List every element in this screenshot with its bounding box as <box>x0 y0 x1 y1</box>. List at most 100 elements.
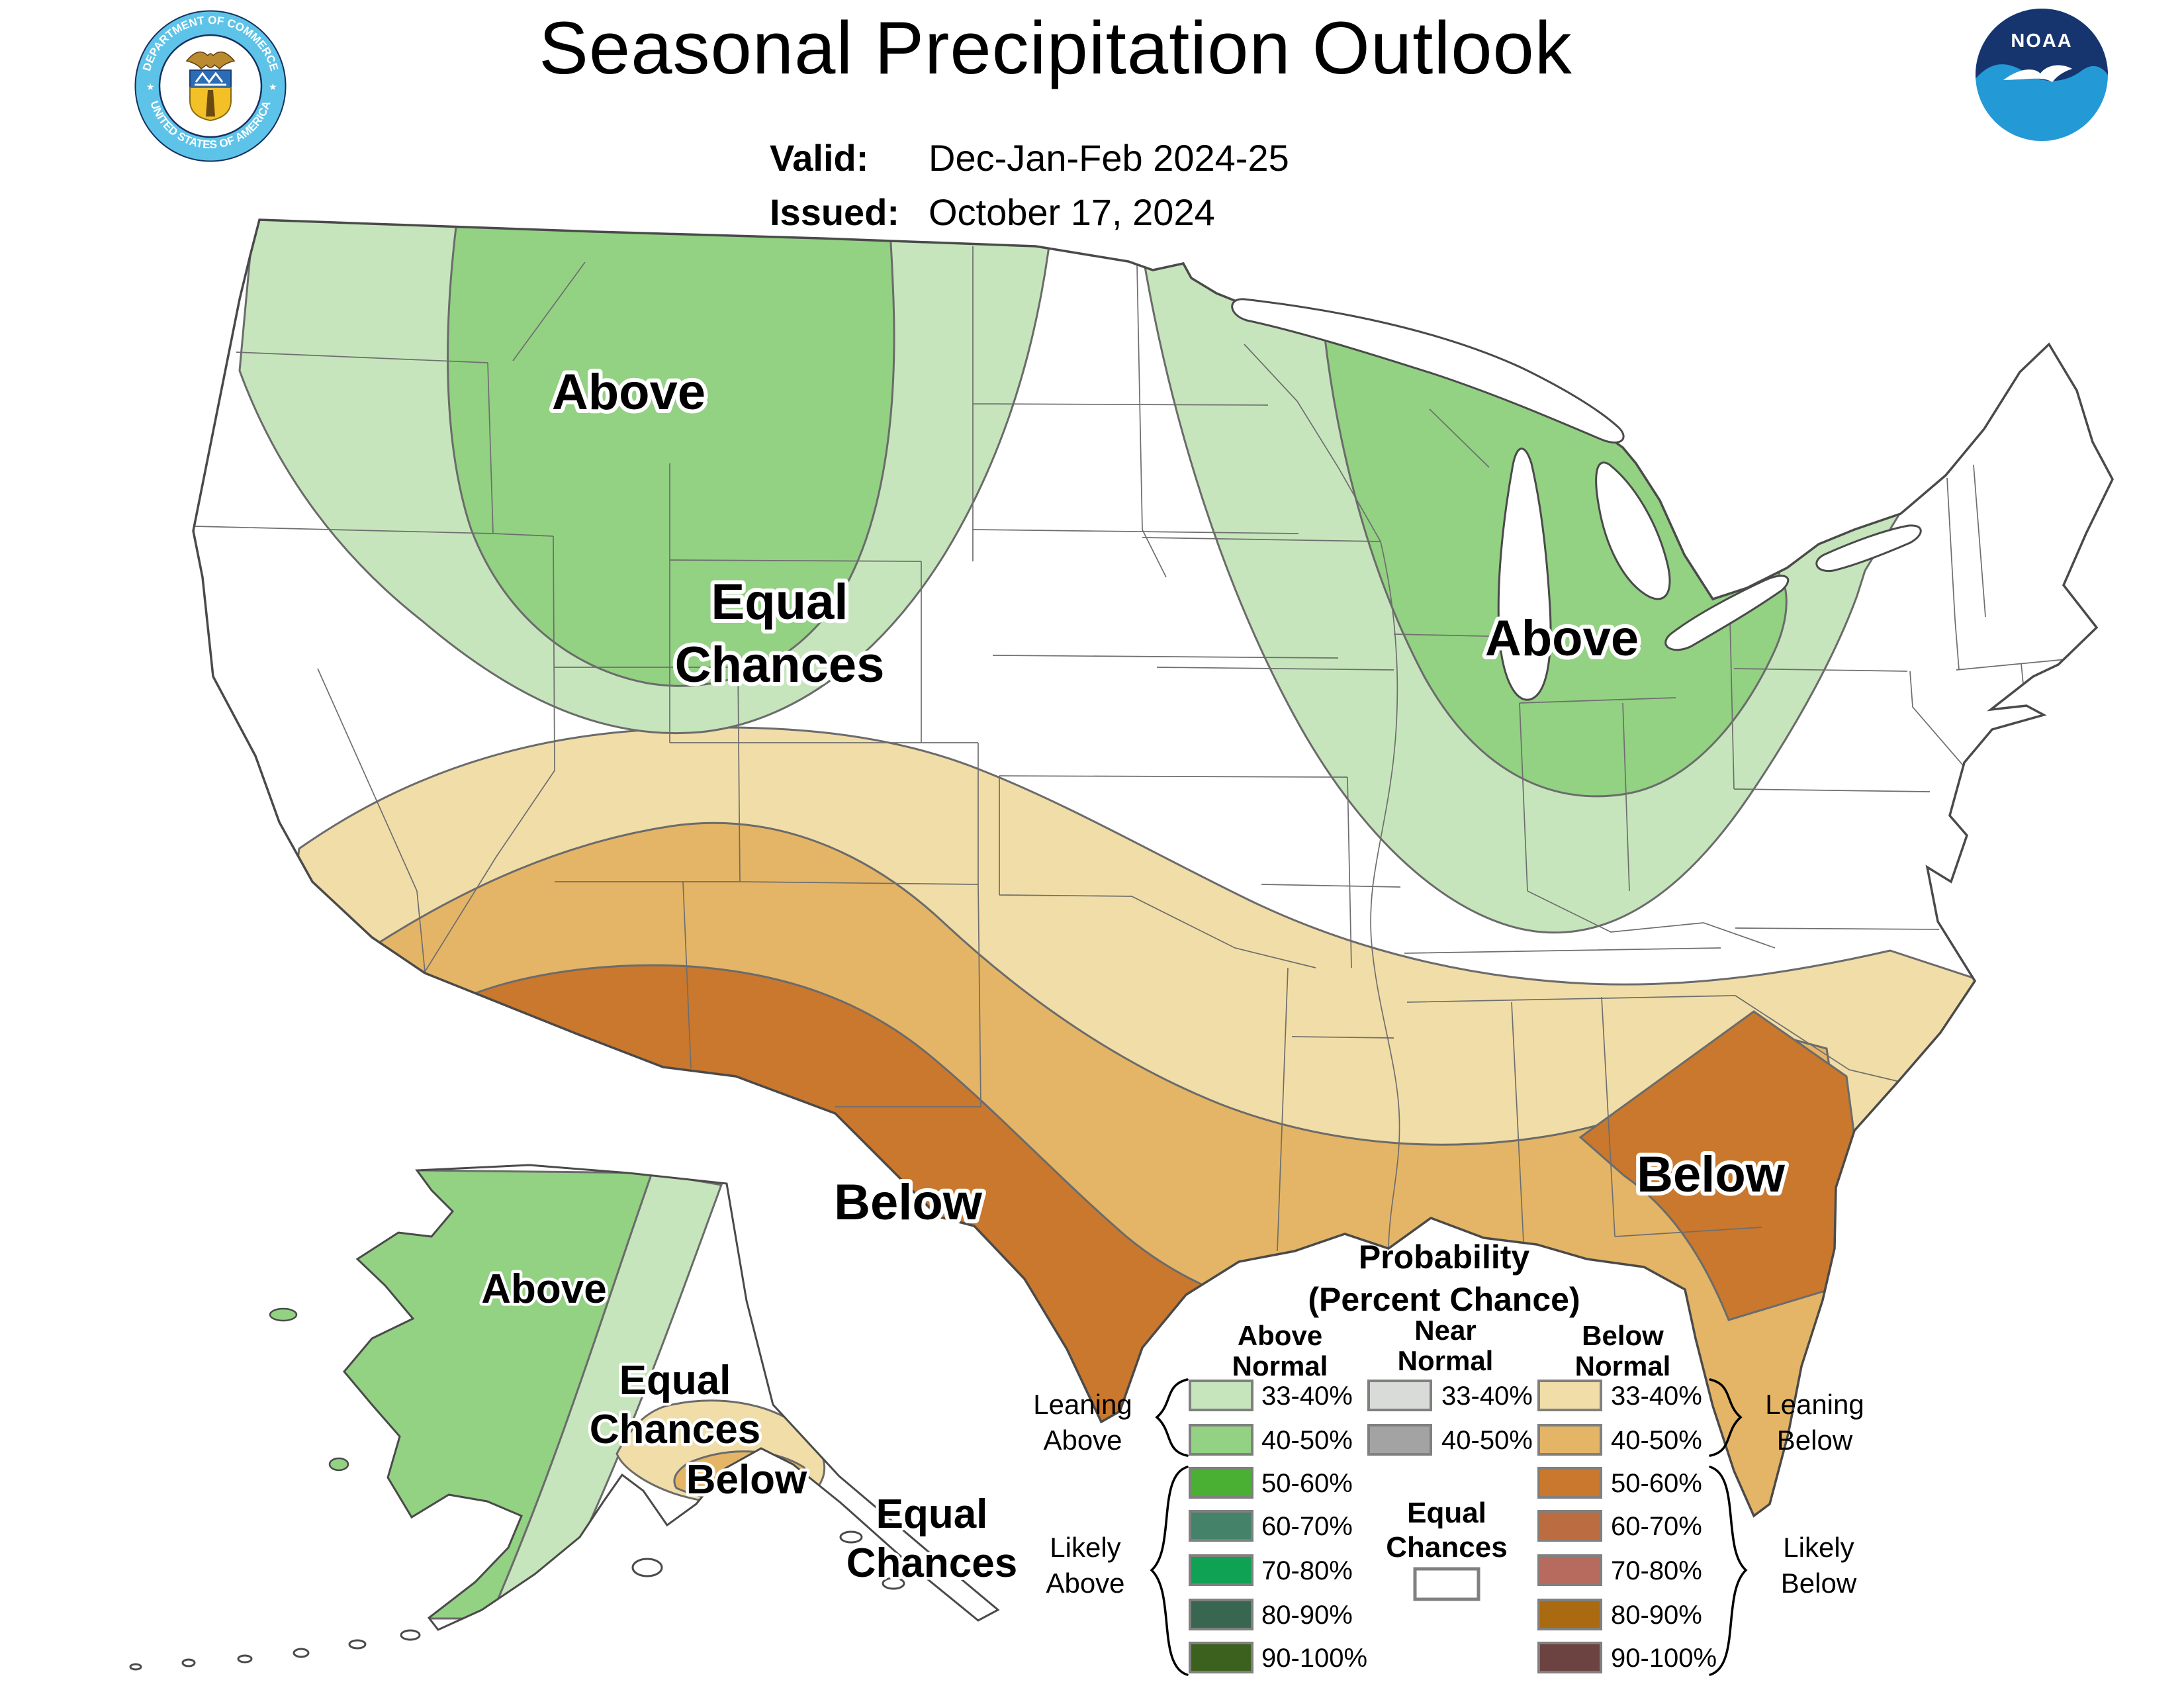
state-borders <box>193 246 2067 1252</box>
st-lawrence-island <box>269 1307 298 1322</box>
label-ak-equal-line1: Equal <box>619 1358 731 1403</box>
label-ak-equal-line2: Chances <box>590 1407 760 1452</box>
legend-col-above-line2: Normal <box>1232 1350 1328 1382</box>
legend-likely-above-line1: Likely <box>1050 1532 1120 1563</box>
legend-col-near-line1: Near <box>1414 1315 1476 1346</box>
doc-seal-lighthouse-icon <box>206 90 215 117</box>
legend-row-label: 90-100% <box>1611 1644 1717 1673</box>
swatch-below-33-40 <box>1537 1380 1602 1411</box>
legend-row-label: 33-40% <box>1441 1382 1533 1411</box>
legend-leaning-above-line2: Above <box>1043 1425 1122 1456</box>
legend-row-label: 40-50% <box>1441 1426 1533 1455</box>
page-title: Seasonal Precipitation Outlook <box>539 7 1572 89</box>
legend-equal-chances-line1: Equal <box>1407 1497 1486 1529</box>
label-great-lakes-above: Above <box>1485 610 1639 667</box>
legend-row-label: 70-80% <box>1261 1556 1353 1585</box>
aleutian-island <box>129 1663 142 1671</box>
legend-likely-below-line1: Likely <box>1783 1532 1854 1563</box>
valid-line: Valid: Dec-Jan-Feb 2024-25 <box>770 131 1289 185</box>
legend-row-label: 50-60% <box>1261 1469 1353 1498</box>
swatch-below-70-80 <box>1537 1554 1602 1586</box>
brace-likely-above <box>1150 1466 1189 1676</box>
swatch-above-70-80 <box>1189 1554 1253 1586</box>
legend-leaning-below-line1: Leaning <box>1765 1389 1864 1420</box>
aleutian-island <box>181 1658 196 1667</box>
doc-seal-eagle-icon <box>185 51 236 70</box>
label-ak-below: Below <box>686 1457 807 1503</box>
legend-leaning-above-line1: Leaning <box>1033 1389 1132 1420</box>
department-of-commerce-seal: DEPARTMENT OF COMMERCE UNITED STATES OF … <box>134 10 287 162</box>
swatch-above-40-50 <box>1189 1424 1253 1456</box>
issued-value: October 17, 2024 <box>929 191 1215 233</box>
label-conus-equal-line2: Chances <box>675 637 885 693</box>
brace-leaning-above <box>1155 1378 1189 1457</box>
noaa-logo-text: NOAA <box>2011 30 2072 52</box>
legend-leaning-below-line2: Below <box>1777 1425 1853 1456</box>
issuance-block: Valid: Dec-Jan-Feb 2024-25 Issued: October… <box>770 131 1289 240</box>
great-lakes <box>1231 298 1922 701</box>
issued-line: Issued: October 17, 2024 <box>770 185 1289 240</box>
label-ak-se-equal-line2: Chances <box>846 1540 1017 1586</box>
alaska-islands <box>129 1307 905 1671</box>
legend-row-label: 33-40% <box>1261 1382 1353 1411</box>
doc-seal-blue-band <box>136 11 285 161</box>
kodiak-island <box>631 1558 663 1577</box>
valid-label: Valid: <box>770 137 869 179</box>
aleutian-island <box>348 1639 367 1650</box>
legend-below-column: 33-40% 40-50% 50-60% 60-70% 70-80% 80-90… <box>1537 1380 1717 1673</box>
legend-col-near-line2: Normal <box>1398 1345 1494 1376</box>
legend-title: Probability <box>1359 1239 1530 1276</box>
noaa-logo-seagull-icon <box>2003 65 2072 82</box>
southeast-island <box>882 1577 905 1590</box>
region-above-40-50-great-lakes <box>1320 298 1788 798</box>
doc-seal-ship-icon <box>195 71 226 86</box>
legend-col-above-line1: Above <box>1238 1320 1322 1351</box>
swatch-below-90-100 <box>1537 1642 1602 1673</box>
legend-row-label: 80-90% <box>1261 1601 1353 1630</box>
swatch-near-40-50 <box>1367 1424 1432 1456</box>
lake-superior <box>1231 298 1625 444</box>
aleutian-island <box>400 1629 421 1641</box>
legend-above-column: 33-40% 40-50% 50-60% 60-70% 70-80% 80-90… <box>1189 1380 1367 1673</box>
lake-ontario <box>1815 524 1922 573</box>
swatch-above-80-90 <box>1189 1599 1253 1630</box>
legend-row-label: 60-70% <box>1611 1512 1702 1541</box>
legend-col-below-line2: Normal <box>1575 1350 1671 1382</box>
legend-row-label: 80-90% <box>1611 1601 1702 1630</box>
legend: Probability (Percent Chance) Above Norma… <box>1033 1239 1864 1676</box>
swatch-below-50-60 <box>1537 1467 1602 1499</box>
legend-likely-above-line2: Above <box>1046 1568 1124 1599</box>
label-conus-equal-line1: Equal <box>711 574 848 630</box>
legend-subtitle: (Percent Chance) <box>1308 1281 1580 1318</box>
swatch-above-33-40 <box>1189 1380 1253 1411</box>
swatch-below-40-50 <box>1537 1424 1602 1456</box>
aleutian-island <box>293 1648 310 1658</box>
legend-equal-chances-line2: Chances <box>1386 1531 1507 1564</box>
southeast-island <box>839 1530 863 1544</box>
label-florida-below: Below <box>1637 1147 1786 1203</box>
region-above-40-50-northwest <box>447 220 895 687</box>
legend-near-column: 33-40% 40-50% Equal Chances <box>1367 1380 1533 1601</box>
legend-row-label: 40-50% <box>1611 1426 1702 1455</box>
legend-col-below-line1: Below <box>1582 1320 1664 1351</box>
legend-row-label: 70-80% <box>1611 1556 1702 1585</box>
swatch-below-60-70 <box>1537 1510 1602 1542</box>
label-ak-se-equal-line1: Equal <box>876 1491 988 1537</box>
ak-region-above-33-40 <box>488 1172 723 1630</box>
legend-row-label: 90-100% <box>1261 1644 1367 1673</box>
swatch-above-50-60 <box>1189 1467 1253 1499</box>
legend-likely-below-line2: Below <box>1781 1568 1857 1599</box>
brace-leaning-below <box>1709 1378 1743 1457</box>
swatch-below-80-90 <box>1537 1599 1602 1630</box>
legend-row-label: 33-40% <box>1611 1382 1702 1411</box>
lake-michigan <box>1497 447 1552 701</box>
legend-row-label: 60-70% <box>1261 1512 1353 1541</box>
aleutian-island <box>237 1654 253 1664</box>
swatch-equal-chances <box>1413 1567 1480 1601</box>
nunivak-island <box>328 1457 349 1472</box>
lake-erie <box>1664 575 1790 651</box>
swatch-above-60-70 <box>1189 1510 1253 1542</box>
doc-seal-star-left: ★ <box>146 81 155 92</box>
